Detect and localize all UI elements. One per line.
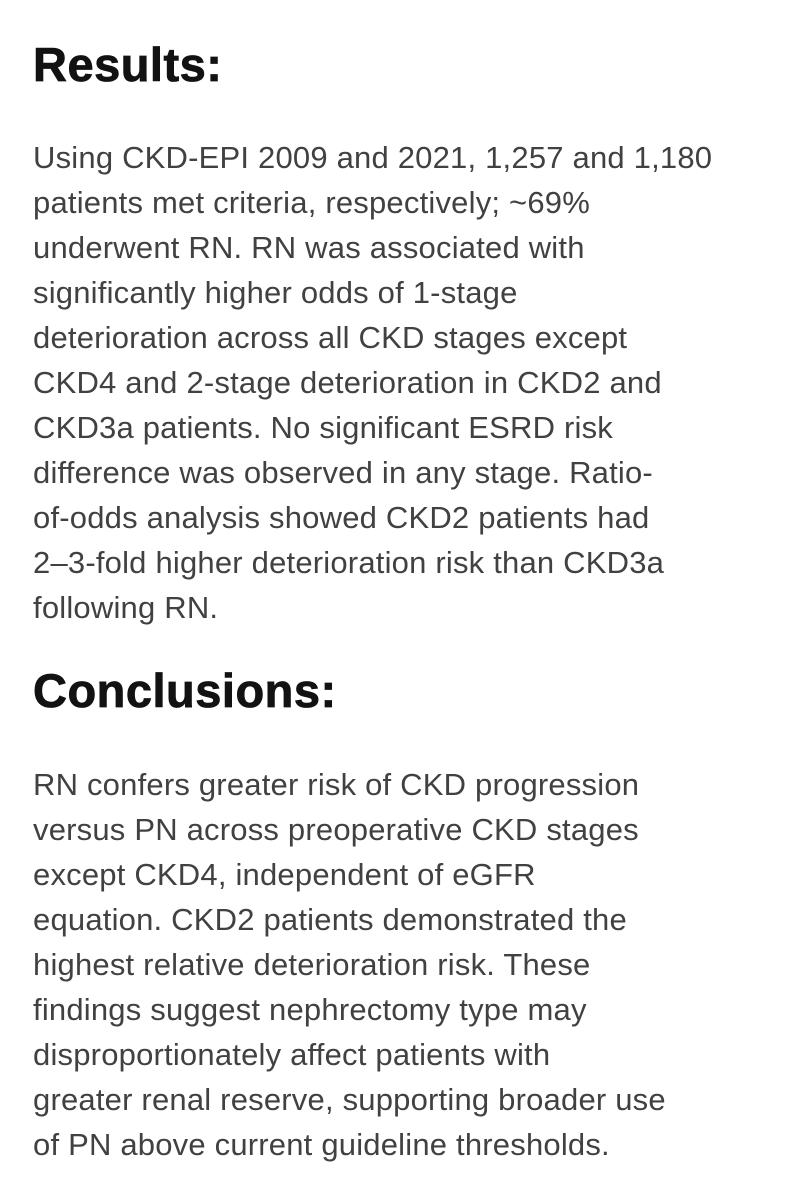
results-paragraph: Using CKD-EPI 2009 and 2021, 1,257 and 1… <box>33 140 713 626</box>
conclusions-heading: Conclusions: <box>33 664 337 718</box>
results-heading: Results: <box>33 38 223 91</box>
conclusions-paragraph: RN confers greater risk of CKD progressi… <box>33 766 666 1162</box>
